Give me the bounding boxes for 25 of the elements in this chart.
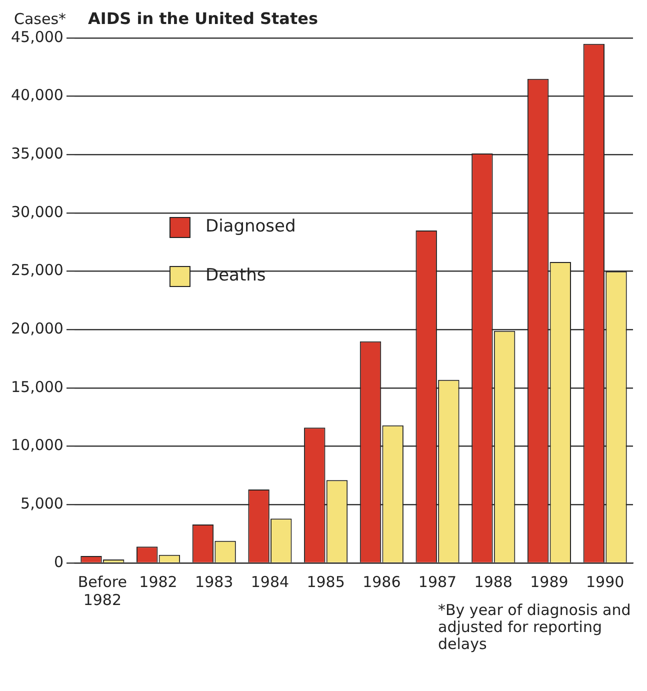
legend-label: Diagnosed bbox=[205, 216, 296, 236]
y-axis-title: Cases* bbox=[14, 10, 67, 28]
y-tick-label: 40,000 bbox=[10, 86, 64, 104]
x-tick-label: 1989 bbox=[530, 572, 568, 591]
y-tick-label: 30,000 bbox=[10, 202, 64, 221]
x-tick-label: 1985 bbox=[306, 572, 345, 591]
x-tick-label: 1988 bbox=[474, 572, 512, 591]
x-tick-label: 1987 bbox=[418, 572, 457, 591]
x-tick-label: 1982 bbox=[139, 572, 178, 591]
x-tick-label: 1984 bbox=[250, 572, 290, 591]
x-tick-label: 1990 bbox=[586, 572, 624, 591]
y-tick-label: 10,000 bbox=[10, 436, 64, 454]
y-tick-label: 35,000 bbox=[10, 144, 64, 163]
legend-label: Deaths bbox=[205, 265, 266, 286]
x-tick-label: 1983 bbox=[195, 572, 234, 591]
y-tick-label: 15,000 bbox=[10, 378, 64, 396]
y-tick-label: 5,000 bbox=[20, 494, 64, 513]
y-tick-label: 20,000 bbox=[10, 320, 64, 338]
y-tick-label: 45,000 bbox=[10, 28, 64, 46]
x-tick-label: 1986 bbox=[362, 572, 401, 591]
y-tick-label: 0 bbox=[54, 552, 64, 571]
chart-title: AIDS in the United States bbox=[88, 9, 318, 28]
text: *By year of diagnosis and adjusted for reporting delays bbox=[438, 601, 631, 653]
x-tick-label: Before 1982 bbox=[78, 572, 127, 609]
y-tick-label: 25,000 bbox=[10, 261, 64, 280]
